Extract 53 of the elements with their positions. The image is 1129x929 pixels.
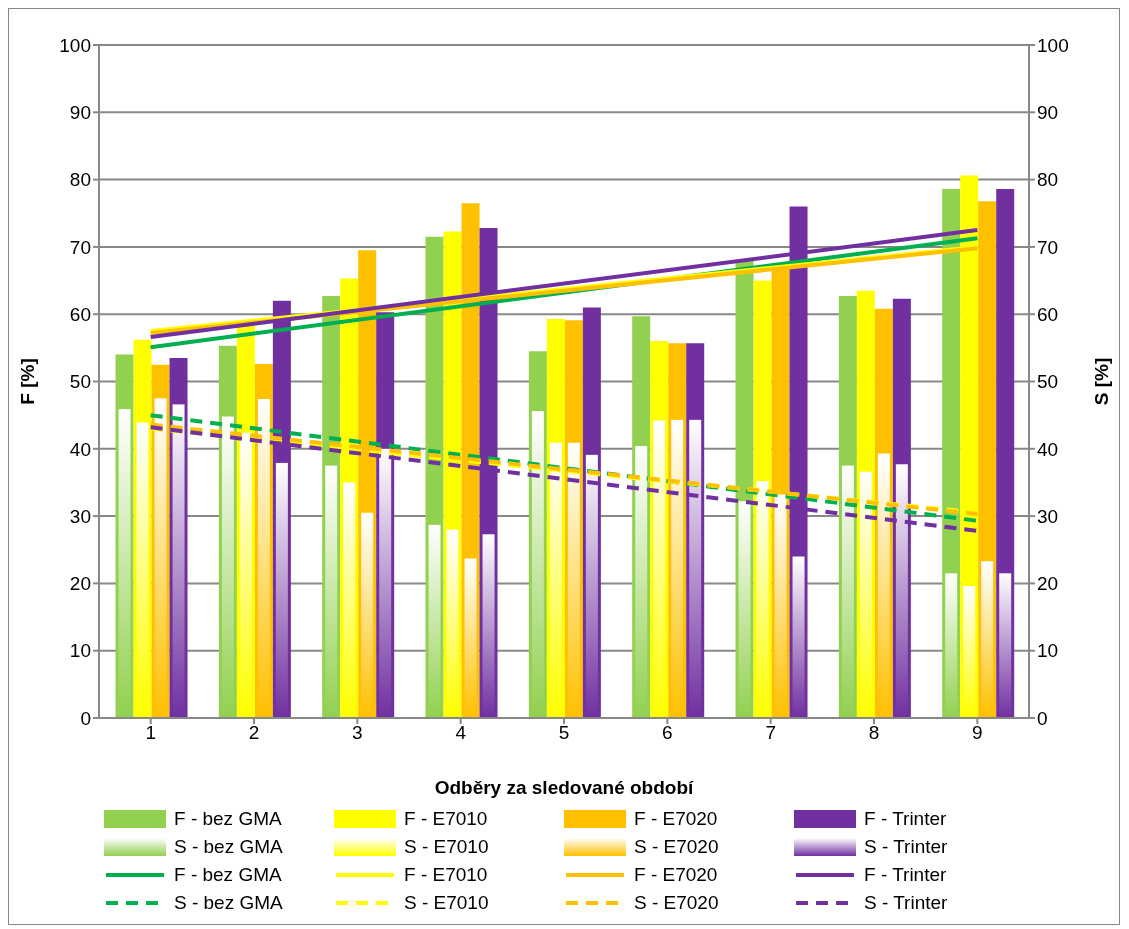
x-tick-label: 1 [145,722,156,744]
x-tick-label: 5 [558,722,570,744]
y-axis-title: F [%] [16,358,38,405]
x-axis-title: Odběry za sledované období [434,777,695,798]
y2-tick-label: 80 [1037,169,1059,191]
y-tick-label: 20 [69,573,91,595]
legend-label: S - bez GMA [174,836,283,858]
legend-label: F - E7020 [634,864,718,886]
x-tick-label: 8 [868,722,880,744]
legend-label: F - bez GMA [174,864,282,886]
x-tick-label: 3 [352,722,363,744]
y2-tick-label: 20 [1037,573,1059,595]
y2-tick-label: 90 [1037,102,1059,124]
legend-label: F - E7020 [634,808,718,830]
y-tick-label: 10 [69,640,91,662]
legend-label: S - E7010 [404,836,489,858]
y2-tick-label: 70 [1037,236,1059,258]
y2-tick-label: 30 [1037,505,1059,527]
x-tick-label: 2 [248,722,260,744]
x-tick-label: 7 [765,722,776,744]
y-tick-label: 70 [69,236,91,258]
legend-label: F - E7010 [404,864,488,886]
legend-label: F - bez GMA [174,808,282,830]
legend-label: F - Trinter [864,864,947,886]
y-tick-label: 100 [59,34,91,56]
y2-tick-label: 10 [1037,640,1059,662]
legend-label: S - Trinter [864,836,948,858]
x-tick-label: 4 [455,722,467,744]
legend-label: S - bez GMA [174,892,283,914]
legend-label: F - Trinter [864,808,947,830]
y-tick-label: 50 [69,371,91,393]
y-tick-label: 80 [69,169,91,191]
legend-label: S - Trinter [864,892,948,914]
legend-label: S - E7020 [634,836,719,858]
bar [963,586,976,718]
y-tick-label: 0 [80,707,91,729]
y2-tick-label: 60 [1037,303,1059,325]
y2-tick-label: 40 [1037,438,1059,460]
legend-label: S - E7020 [634,892,719,914]
y-tick-label: 40 [69,438,91,460]
legend-label: F - E7010 [404,808,488,830]
legend-label: S - E7010 [404,892,489,914]
y-tick-label: 30 [69,505,91,527]
x-tick-label: 9 [972,722,983,744]
x-tick-label: 6 [662,722,673,744]
bar [464,558,477,718]
y-tick-label: 60 [69,303,91,325]
y2-tick-label: 100 [1037,34,1069,56]
y2-axis-title: S [%] [1090,357,1112,406]
y-tick-label: 90 [69,102,91,124]
y2-tick-label: 50 [1037,371,1059,393]
bar [981,561,994,718]
y2-tick-label: 0 [1037,707,1048,729]
